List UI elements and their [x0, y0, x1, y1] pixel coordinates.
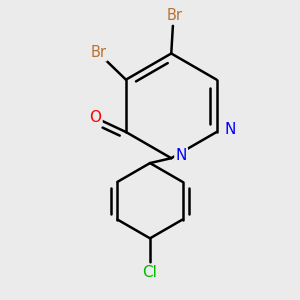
Text: Cl: Cl — [142, 265, 158, 280]
Text: N: N — [225, 122, 236, 137]
Text: O: O — [89, 110, 101, 125]
Text: N: N — [176, 148, 187, 163]
Text: Br: Br — [91, 45, 106, 60]
Text: Br: Br — [167, 8, 182, 23]
